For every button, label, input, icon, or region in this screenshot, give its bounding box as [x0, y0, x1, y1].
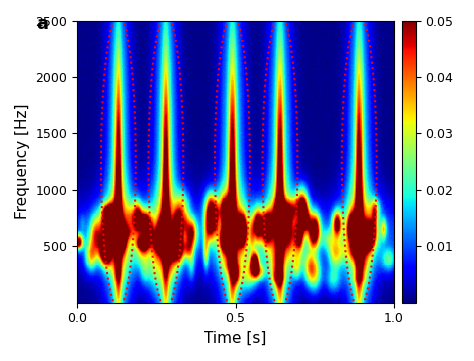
X-axis label: Time [s]: Time [s] — [204, 331, 267, 346]
Y-axis label: Frequency [Hz]: Frequency [Hz] — [15, 104, 30, 219]
Text: a: a — [36, 15, 48, 33]
